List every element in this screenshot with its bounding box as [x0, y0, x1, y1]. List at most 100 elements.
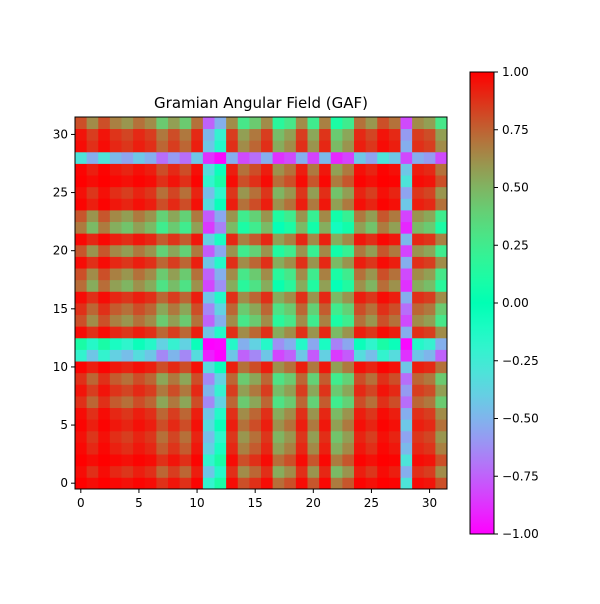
heatmap-cell	[342, 396, 355, 409]
heatmap-cell	[191, 151, 204, 164]
heatmap-cell	[249, 361, 262, 374]
heatmap-cell	[284, 117, 297, 130]
heatmap-cell	[121, 175, 134, 188]
heatmap-cell	[75, 326, 88, 339]
heatmap-cell	[342, 430, 355, 443]
heatmap-cell	[226, 221, 239, 234]
heatmap-cell	[98, 198, 111, 211]
heatmap-cell	[423, 337, 436, 350]
heatmap-cell	[261, 233, 274, 246]
heatmap-cell	[412, 396, 425, 409]
heatmap-cell	[237, 349, 250, 362]
heatmap-cell	[179, 430, 192, 443]
heatmap-cell	[121, 198, 134, 211]
heatmap-cell	[295, 221, 308, 234]
heatmap-cell	[226, 361, 239, 374]
heatmap-cell	[133, 151, 146, 164]
heatmap-cell	[226, 244, 239, 257]
heatmap-cell	[86, 384, 99, 397]
heatmap-cell	[109, 477, 122, 490]
heatmap-cell	[354, 396, 367, 409]
x-tick-label: 20	[306, 496, 321, 510]
heatmap-cell	[98, 244, 111, 257]
heatmap-cell	[202, 233, 215, 246]
heatmap-cell	[342, 198, 355, 211]
y-tick-label: 10	[53, 360, 68, 374]
heatmap-cell	[214, 210, 227, 223]
heatmap-cell	[354, 268, 367, 281]
heatmap-cell	[295, 442, 308, 455]
heatmap-cell	[191, 419, 204, 432]
heatmap-cell	[307, 326, 320, 339]
heatmap-cell	[377, 419, 390, 432]
heatmap-cell	[365, 361, 378, 374]
heatmap-cell	[109, 244, 122, 257]
heatmap-cell	[202, 140, 215, 153]
heatmap-cell	[261, 117, 274, 130]
heatmap-cell	[330, 198, 343, 211]
heatmap-cell	[330, 233, 343, 246]
heatmap-cell	[226, 337, 239, 350]
heatmap-cell	[412, 303, 425, 316]
heatmap-cell	[202, 314, 215, 327]
heatmap-cell	[365, 151, 378, 164]
heatmap-cell	[144, 326, 157, 339]
heatmap-cell	[319, 372, 332, 385]
heatmap-cell	[412, 291, 425, 304]
heatmap-cell	[226, 291, 239, 304]
heatmap-cell	[400, 268, 413, 281]
heatmap-cell	[109, 268, 122, 281]
heatmap-cell	[226, 442, 239, 455]
heatmap-cell	[121, 233, 134, 246]
heatmap-cell	[214, 419, 227, 432]
heatmap-cell	[388, 349, 401, 362]
heatmap-cell	[179, 210, 192, 223]
heatmap-cell	[249, 407, 262, 420]
heatmap-cell	[121, 349, 134, 362]
colorbar-axis: −1.00 −0.75 −0.50 −0.25 0.00 0.25 0.50 0.75 1.00	[494, 65, 539, 541]
heatmap-cell	[249, 465, 262, 478]
heatmap-cell	[109, 151, 122, 164]
heatmap-cell	[295, 361, 308, 374]
heatmap-cell	[144, 175, 157, 188]
heatmap-cell	[307, 117, 320, 130]
heatmap-cell	[330, 221, 343, 234]
y-tick-label: 30	[53, 127, 68, 141]
heatmap-cell	[284, 442, 297, 455]
x-tick-label: 10	[189, 496, 204, 510]
heatmap-cell	[388, 256, 401, 269]
heatmap-cell	[144, 186, 157, 199]
heatmap-cell	[144, 384, 157, 397]
heatmap-cell	[109, 454, 122, 467]
heatmap-cell	[295, 175, 308, 188]
heatmap-cell	[307, 303, 320, 316]
heatmap-cell	[412, 186, 425, 199]
heatmap-cell	[412, 477, 425, 490]
heatmap-cell	[214, 396, 227, 409]
heatmap-cell	[214, 279, 227, 292]
heatmap-cell	[121, 454, 134, 467]
heatmap-cell	[109, 198, 122, 211]
heatmap-cell	[214, 407, 227, 420]
heatmap-cell	[284, 419, 297, 432]
heatmap-cell	[388, 384, 401, 397]
heatmap-cell	[191, 349, 204, 362]
heatmap-cell	[249, 151, 262, 164]
heatmap-cell	[435, 210, 448, 223]
heatmap-cell	[109, 384, 122, 397]
heatmap-cell	[365, 314, 378, 327]
heatmap-cell	[98, 117, 111, 130]
heatmap-cell	[226, 465, 239, 478]
heatmap-cell	[365, 454, 378, 467]
heatmap-cell	[354, 361, 367, 374]
heatmap-cell	[156, 233, 169, 246]
heatmap-cell	[365, 279, 378, 292]
heatmap-cell	[109, 163, 122, 176]
heatmap-cell	[75, 256, 88, 269]
heatmap-cell	[133, 465, 146, 478]
heatmap-cell	[133, 361, 146, 374]
heatmap-cell	[237, 430, 250, 443]
heatmap-cell	[109, 430, 122, 443]
heatmap-cell	[412, 454, 425, 467]
heatmap-cell	[75, 198, 88, 211]
